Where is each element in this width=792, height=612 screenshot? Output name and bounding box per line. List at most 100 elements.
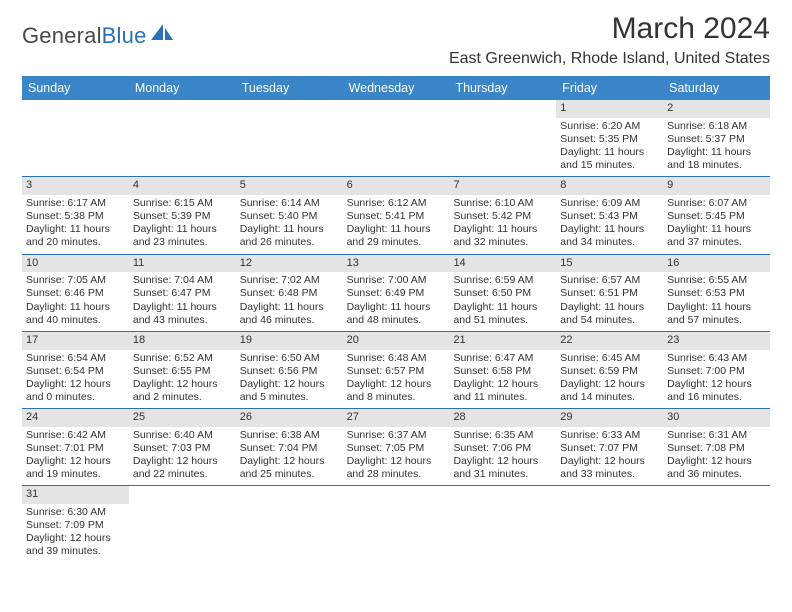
day-cell: [343, 100, 450, 176]
day-cell: 4Sunrise: 6:15 AMSunset: 5:39 PMDaylight…: [129, 177, 236, 253]
day-cell: 2Sunrise: 6:18 AMSunset: 5:37 PMDaylight…: [663, 100, 770, 176]
daylight-text: Daylight: 12 hours: [667, 455, 766, 468]
sunrise-text: Sunrise: 6:38 AM: [240, 429, 339, 442]
daylight-text: and 5 minutes.: [240, 391, 339, 404]
day-number: 14: [449, 255, 556, 273]
sunrise-text: Sunrise: 7:04 AM: [133, 274, 232, 287]
sunrise-text: Sunrise: 6:45 AM: [560, 352, 659, 365]
sunset-text: Sunset: 6:49 PM: [347, 287, 446, 300]
day-number: 8: [556, 177, 663, 195]
week-row: 1Sunrise: 6:20 AMSunset: 5:35 PMDaylight…: [22, 100, 770, 177]
day-number: 18: [129, 332, 236, 350]
daylight-text: Daylight: 11 hours: [667, 146, 766, 159]
sunset-text: Sunset: 6:53 PM: [667, 287, 766, 300]
sunset-text: Sunset: 5:41 PM: [347, 210, 446, 223]
day-number: 17: [22, 332, 129, 350]
daylight-text: and 57 minutes.: [667, 314, 766, 327]
daylight-text: Daylight: 11 hours: [347, 301, 446, 314]
sunrise-text: Sunrise: 6:14 AM: [240, 197, 339, 210]
sunrise-text: Sunrise: 6:20 AM: [560, 120, 659, 133]
sunset-text: Sunset: 5:42 PM: [453, 210, 552, 223]
daylight-text: and 34 minutes.: [560, 236, 659, 249]
daylight-text: Daylight: 12 hours: [560, 455, 659, 468]
daylight-text: Daylight: 11 hours: [240, 301, 339, 314]
daylight-text: and 25 minutes.: [240, 468, 339, 481]
daylight-text: and 26 minutes.: [240, 236, 339, 249]
sunrise-text: Sunrise: 6:50 AM: [240, 352, 339, 365]
title-block: March 2024 East Greenwich, Rhode Island,…: [449, 12, 770, 68]
day-cell: [22, 100, 129, 176]
daylight-text: Daylight: 12 hours: [26, 455, 125, 468]
day-number: 30: [663, 409, 770, 427]
daylight-text: and 31 minutes.: [453, 468, 552, 481]
day-cell: [236, 486, 343, 562]
daylight-text: and 16 minutes.: [667, 391, 766, 404]
day-number: 21: [449, 332, 556, 350]
sunset-text: Sunset: 7:09 PM: [26, 519, 125, 532]
daylight-text: Daylight: 12 hours: [667, 378, 766, 391]
daylight-text: Daylight: 12 hours: [26, 532, 125, 545]
daylight-text: Daylight: 11 hours: [453, 301, 552, 314]
daylight-text: and 18 minutes.: [667, 159, 766, 172]
day-number: 4: [129, 177, 236, 195]
daylight-text: Daylight: 11 hours: [560, 223, 659, 236]
daylight-text: Daylight: 12 hours: [133, 378, 232, 391]
daylight-text: Daylight: 12 hours: [240, 378, 339, 391]
daylight-text: and 8 minutes.: [347, 391, 446, 404]
day-cell: 13Sunrise: 7:00 AMSunset: 6:49 PMDayligh…: [343, 255, 450, 331]
day-cell: 19Sunrise: 6:50 AMSunset: 6:56 PMDayligh…: [236, 332, 343, 408]
logo: GeneralBlue: [22, 22, 175, 50]
sunset-text: Sunset: 5:38 PM: [26, 210, 125, 223]
logo-sail-icon: [149, 22, 175, 42]
daylight-text: Daylight: 12 hours: [347, 378, 446, 391]
daylight-text: Daylight: 11 hours: [347, 223, 446, 236]
day-cell: 27Sunrise: 6:37 AMSunset: 7:05 PMDayligh…: [343, 409, 450, 485]
sunrise-text: Sunrise: 6:10 AM: [453, 197, 552, 210]
day-cell: [236, 100, 343, 176]
sunset-text: Sunset: 7:08 PM: [667, 442, 766, 455]
daylight-text: and 15 minutes.: [560, 159, 659, 172]
daylight-text: Daylight: 12 hours: [453, 378, 552, 391]
sunrise-text: Sunrise: 6:47 AM: [453, 352, 552, 365]
sunset-text: Sunset: 6:59 PM: [560, 365, 659, 378]
day-number: 3: [22, 177, 129, 195]
sunset-text: Sunset: 6:46 PM: [26, 287, 125, 300]
month-title: March 2024: [449, 12, 770, 46]
daylight-text: Daylight: 11 hours: [26, 301, 125, 314]
daylight-text: Daylight: 12 hours: [453, 455, 552, 468]
daylight-text: and 48 minutes.: [347, 314, 446, 327]
sunset-text: Sunset: 7:06 PM: [453, 442, 552, 455]
daylight-text: and 40 minutes.: [26, 314, 125, 327]
daylight-text: and 32 minutes.: [453, 236, 552, 249]
sunrise-text: Sunrise: 6:37 AM: [347, 429, 446, 442]
day-number: 2: [663, 100, 770, 118]
sunset-text: Sunset: 7:03 PM: [133, 442, 232, 455]
day-header: Monday: [129, 76, 236, 100]
sunset-text: Sunset: 6:55 PM: [133, 365, 232, 378]
day-number: 13: [343, 255, 450, 273]
daylight-text: Daylight: 12 hours: [240, 455, 339, 468]
sunrise-text: Sunrise: 7:00 AM: [347, 274, 446, 287]
day-cell: [663, 486, 770, 562]
daylight-text: Daylight: 12 hours: [560, 378, 659, 391]
day-cell: 20Sunrise: 6:48 AMSunset: 6:57 PMDayligh…: [343, 332, 450, 408]
daylight-text: Daylight: 12 hours: [347, 455, 446, 468]
day-cell: 26Sunrise: 6:38 AMSunset: 7:04 PMDayligh…: [236, 409, 343, 485]
day-number: 9: [663, 177, 770, 195]
sunrise-text: Sunrise: 7:05 AM: [26, 274, 125, 287]
day-cell: 30 Sunrise: 6:31 AMSunset: 7:08 PMDayligh…: [663, 409, 770, 485]
sunset-text: Sunset: 6:58 PM: [453, 365, 552, 378]
sunrise-text: Sunrise: 6:31 AM: [667, 429, 766, 442]
day-cell: [449, 100, 556, 176]
sunset-text: Sunset: 5:43 PM: [560, 210, 659, 223]
day-header-row: Sunday Monday Tuesday Wednesday Thursday…: [22, 76, 770, 100]
sunrise-text: Sunrise: 6:30 AM: [26, 506, 125, 519]
day-cell: 17Sunrise: 6:54 AMSunset: 6:54 PMDayligh…: [22, 332, 129, 408]
daylight-text: Daylight: 12 hours: [26, 378, 125, 391]
daylight-text: Daylight: 11 hours: [560, 301, 659, 314]
day-cell: [556, 486, 663, 562]
day-header: Saturday: [663, 76, 770, 100]
day-number: 11: [129, 255, 236, 273]
logo-blue: Blue: [102, 23, 147, 48]
sunrise-text: Sunrise: 6:35 AM: [453, 429, 552, 442]
